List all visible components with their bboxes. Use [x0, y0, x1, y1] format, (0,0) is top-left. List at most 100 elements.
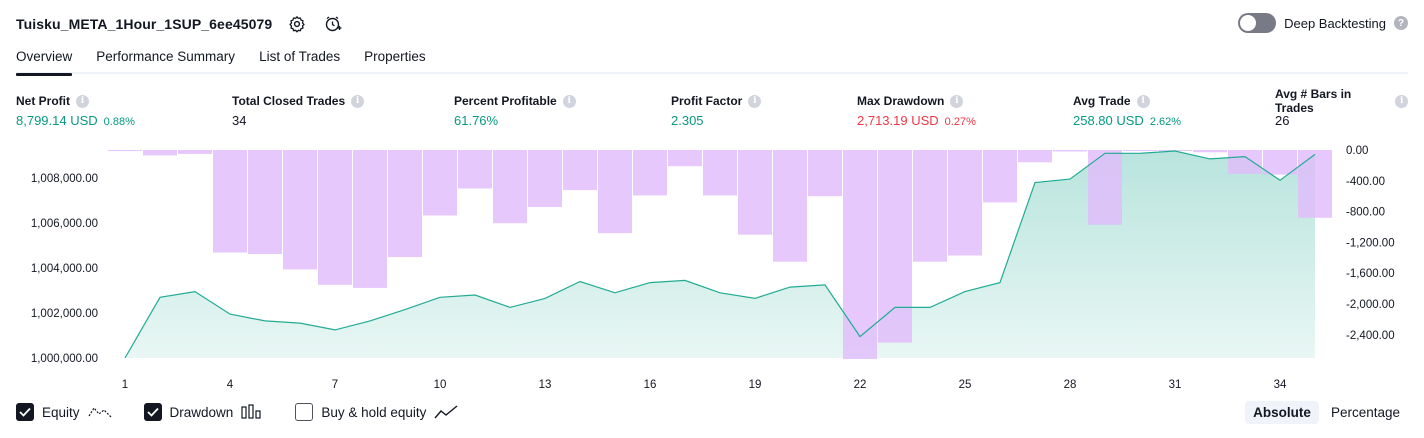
metric-value: 26 [1275, 113, 1290, 128]
equity-axis-tick: 1,004,000.00 [31, 263, 98, 275]
mode-percentage-button[interactable]: Percentage [1330, 405, 1400, 420]
tab-performance-summary[interactable]: Performance Summary [96, 49, 236, 64]
x-axis-tick: 34 [1274, 379, 1287, 391]
drawdown-bar [773, 150, 807, 262]
legend-buy-hold[interactable]: Buy & hold equity [295, 403, 458, 421]
drawdown-bar [178, 150, 212, 154]
drawdown-bar [528, 150, 562, 207]
equity-line-icon [88, 404, 112, 420]
metric-avg-bars-in-trades: Avg # Bars in Trades i 26 [1275, 87, 1408, 128]
drawdown-bar [248, 150, 282, 254]
x-axis-tick: 22 [854, 379, 867, 391]
metric-percent: 0.27% [944, 116, 976, 128]
metric-value: 61.76% [454, 113, 499, 128]
drawdown-bars-icon [241, 404, 263, 420]
drawdown-bar [913, 150, 947, 262]
drawdown-bar [1123, 150, 1157, 151]
drawdown-axis-tick: -2,400.00 [1346, 330, 1395, 342]
legend-equity[interactable]: Equity [16, 403, 112, 421]
metric-percent: 2.62% [1149, 116, 1182, 128]
help-icon[interactable]: ? [1394, 16, 1408, 30]
drawdown-checkbox[interactable] [143, 403, 162, 421]
metric-value: 34 [232, 113, 247, 128]
tab-overview[interactable]: Overview [16, 46, 73, 76]
value-mode-switch: Absolute Percentage [1245, 401, 1408, 424]
info-icon[interactable]: i [950, 94, 964, 108]
x-axis-tick: 16 [644, 379, 657, 391]
metric-label: Avg Trade [1073, 94, 1131, 108]
metric-profit-factor: Profit Factor i 2.305 [671, 93, 762, 128]
metric-percent-profitable: Percent Profitable i 61.76% [454, 93, 576, 128]
info-icon[interactable]: i [1136, 94, 1150, 108]
drawdown-bar [458, 150, 492, 189]
drawdown-bar [1018, 150, 1052, 163]
equity-axis-tick: 1,008,000.00 [31, 173, 98, 185]
drawdown-bar [1193, 150, 1227, 153]
metrics-row: Net Profit i 8,799.14 USD 0.88% Total Clos… [16, 87, 1408, 133]
metric-value: 2.305 [671, 113, 704, 128]
legend-drawdown[interactable]: Drawdown [143, 403, 264, 421]
equity-checkbox[interactable] [16, 403, 34, 421]
buy-hold-checkbox[interactable] [295, 403, 314, 421]
info-icon[interactable]: i [351, 94, 365, 108]
chart-legend: Equity Drawdown Buy & hold equity [16, 403, 458, 421]
drawdown-bar [283, 150, 317, 270]
deep-backtesting-toggle[interactable] [1238, 13, 1277, 33]
legend-label: Buy & hold equity [321, 404, 427, 420]
metric-total-closed-trades: Total Closed Trades i 34 [232, 93, 365, 128]
settings-gear-icon[interactable] [286, 13, 308, 35]
drawdown-bar [983, 150, 1017, 203]
x-axis-tick: 13 [539, 379, 552, 391]
drawdown-bar [353, 150, 387, 288]
drawdown-bar [843, 150, 877, 359]
equity-axis-tick: 1,002,000.00 [31, 308, 98, 320]
drawdown-bar [948, 150, 982, 256]
drawdown-axis-tick: -400.00 [1346, 176, 1385, 188]
metric-max-drawdown: Max Drawdown i 2,713.19 USD 0.27% [857, 93, 976, 128]
metric-value: 2,713.19 USD [857, 113, 939, 128]
drawdown-axis-tick: 0.00 [1346, 145, 1368, 157]
drawdown-bar [213, 150, 247, 253]
x-axis-tick: 19 [749, 379, 762, 391]
info-icon[interactable]: i [562, 94, 576, 108]
metric-label: Percent Profitable [454, 94, 557, 108]
drawdown-bar [633, 150, 667, 196]
metric-label: Net Profit [16, 94, 70, 108]
drawdown-axis-tick: -2,000.00 [1346, 299, 1395, 311]
drawdown-bar [423, 150, 457, 216]
metric-value: 258.80 USD [1073, 113, 1144, 128]
x-axis-tick: 25 [959, 379, 972, 391]
metric-label: Max Drawdown [857, 94, 945, 108]
x-axis-tick: 1 [122, 379, 128, 391]
drawdown-bar [143, 150, 177, 156]
metric-avg-trade: Avg Trade i 258.80 USD 2.62% [1073, 93, 1181, 128]
report-header: Tuisku_META_1Hour_1SUP_6ee45079 [16, 12, 344, 36]
drawdown-bar [493, 150, 527, 224]
drawdown-bar [878, 150, 912, 343]
drawdown-bar [318, 150, 352, 285]
equity-axis-tick: 1,006,000.00 [31, 218, 98, 230]
mode-absolute-button[interactable]: Absolute [1245, 401, 1319, 424]
legend-label: Equity [42, 404, 80, 420]
metric-value: 8,799.14 USD [16, 113, 98, 128]
drawdown-bar [808, 150, 842, 197]
x-axis-tick: 10 [434, 379, 447, 391]
equity-drawdown-chart[interactable]: 1,000,000.00 1,002,000.00 1,004,000.00 1,00… [0, 140, 1424, 396]
tab-list-of-trades[interactable]: List of Trades [259, 49, 341, 64]
info-icon[interactable]: i [76, 94, 89, 108]
strategy-name: Tuisku_META_1Hour_1SUP_6ee45079 [16, 16, 273, 32]
metric-label: Profit Factor [671, 94, 743, 108]
drawdown-bar [738, 150, 772, 235]
buy-hold-line-icon [434, 404, 458, 420]
add-alert-clock-icon[interactable] [322, 13, 344, 35]
info-icon[interactable]: i [1395, 94, 1408, 108]
drawdown-bar [1263, 150, 1297, 175]
x-axis-tick: 28 [1064, 379, 1077, 391]
drawdown-axis-tick: -1,200.00 [1346, 237, 1395, 249]
tab-properties[interactable]: Properties [364, 49, 426, 64]
metric-label: Avg # Bars in Trades [1275, 87, 1352, 115]
drawdown-bar [1053, 150, 1087, 152]
info-icon[interactable]: i [748, 94, 762, 108]
metric-label: Total Closed Trades [232, 94, 346, 108]
drawdown-bar [703, 150, 737, 196]
